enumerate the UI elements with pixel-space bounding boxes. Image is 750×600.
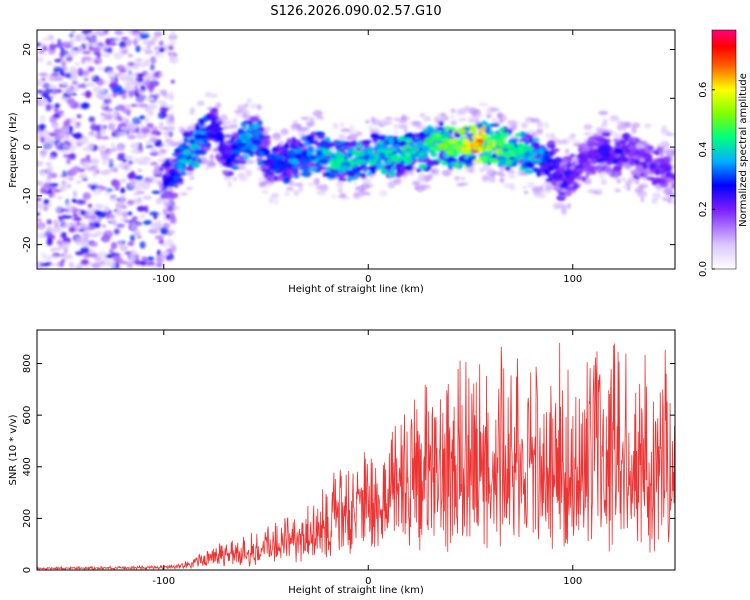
snr-panel: -100 0 100 0 200 400 600 800 Height of straigh… [8, 329, 676, 596]
y-tick-label: 400 [22, 457, 33, 476]
y-tick-label: 800 [22, 354, 33, 373]
snr-x-axis-label: Height of straight line (km) [288, 585, 424, 596]
spectrogram-blobs [37, 30, 675, 269]
y-tick-label: -20 [22, 236, 33, 252]
colorbar-gradient [711, 29, 737, 270]
spectrogram-y-ticks: -20 -10 0 10 20 [22, 43, 675, 253]
snr-x-ticks: -100 0 100 [152, 330, 582, 587]
y-tick-label: 20 [22, 43, 33, 56]
spectrogram-y-axis-label: Frequency (Hz) [8, 112, 19, 188]
spectrogram-frame [36, 29, 676, 270]
snr-line [37, 342, 675, 570]
colorbar-label: Normalized spectral amplitude [738, 73, 749, 227]
x-tick-label: 100 [563, 274, 582, 285]
snr-y-ticks: 0 200 400 600 800 [22, 354, 675, 573]
colorbar: 0.0 0.2 0.4 0.6 Normalized spectral amplitu… [698, 29, 749, 277]
spectrogram-x-axis-label: Height of straight line (km) [288, 284, 424, 295]
colorbar-tick-label: 0.0 [698, 261, 709, 277]
snr-y-axis-label: SNR (10 * v/v) [8, 414, 19, 485]
y-tick-label: 0 [22, 567, 33, 573]
spectrogram-heatmap [37, 30, 675, 269]
colorbar-tick-label: 0.6 [698, 82, 709, 98]
x-tick-label: 0 [365, 576, 371, 587]
chart-title: S126.2026.090.02.57.G10 [270, 4, 441, 19]
y-tick-label: 600 [22, 406, 33, 425]
x-tick-label: -100 [152, 274, 175, 285]
colorbar-ticks: 0.0 0.2 0.4 0.6 [698, 82, 715, 277]
colorbar-tick-label: 0.2 [698, 201, 709, 217]
snr-series [37, 342, 675, 570]
x-tick-label: -100 [152, 576, 175, 587]
x-tick-label: 100 [563, 576, 582, 587]
x-tick-label: 0 [365, 274, 371, 285]
snr-frame [36, 329, 676, 571]
y-tick-label: 0 [22, 144, 33, 150]
spectrogram-x-ticks: -100 0 100 [152, 30, 582, 285]
y-tick-label: 200 [22, 509, 33, 528]
y-tick-label: -10 [22, 188, 33, 204]
y-tick-label: 10 [22, 92, 33, 105]
colorbar-tick-label: 0.4 [698, 142, 709, 158]
